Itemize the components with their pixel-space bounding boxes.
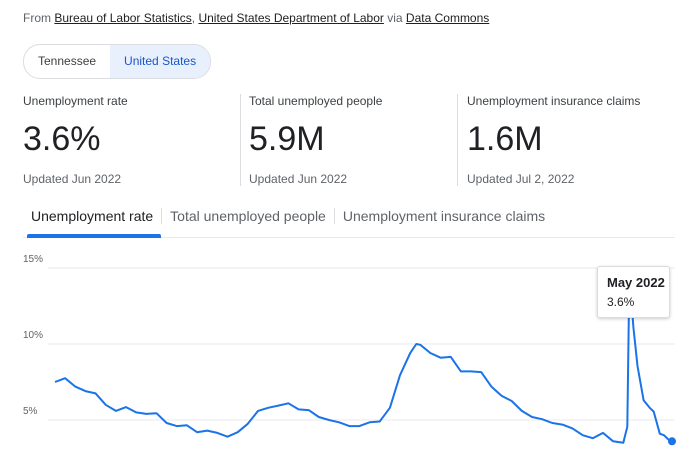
chart-y-ticks: 15% 10% 5% (23, 254, 43, 417)
chart-gridlines (48, 267, 675, 421)
region-option-united-states[interactable]: United States (110, 45, 211, 78)
tooltip-date: May 2022 (607, 275, 665, 290)
tab-unemployment-rate[interactable]: Unemployment rate (23, 195, 162, 238)
source-link-datacommons[interactable]: Data Commons (405, 11, 490, 25)
tab-divider (333, 208, 335, 224)
y-tick-label: 10% (23, 330, 43, 341)
source-via: via (387, 11, 403, 25)
source-attribution: From Bureau of Labor Statistics, United … (23, 11, 489, 25)
stat-value: 5.9M (249, 120, 325, 158)
stat-label: Total unemployed people (249, 94, 383, 108)
source-separator: , (191, 11, 196, 25)
y-tick-label: 5% (23, 406, 38, 417)
highlight-point (668, 437, 676, 446)
stat-updated: Updated Jun 2022 (23, 172, 122, 186)
stat-total-unemployed: Total unemployed people 5.9M Updated Jun… (240, 94, 464, 186)
stat-updated: Updated Jun 2022 (249, 172, 348, 186)
tab-divider (161, 208, 163, 224)
tab-total-unemployed[interactable]: Total unemployed people (170, 208, 326, 224)
stat-unemployment-rate: Unemployment rate 3.6% Updated Jun 2022 (23, 94, 238, 186)
unemployment-line-chart[interactable]: 15% 10% 5% (0, 240, 690, 458)
source-link-dol[interactable]: United States Department of Labor (198, 11, 384, 25)
stat-label: Unemployment rate (23, 94, 128, 108)
y-tick-label: 15% (23, 254, 43, 265)
stat-insurance-claims: Unemployment insurance claims 1.6M Updat… (457, 94, 687, 186)
chart-tooltip: May 2022 3.6% (597, 266, 670, 318)
metric-tabs: Unemployment rate Total unemployed peopl… (23, 195, 675, 238)
stat-label: Unemployment insurance claims (467, 94, 641, 108)
stat-value: 1.6M (467, 120, 543, 158)
source-prefix: From (23, 11, 51, 25)
region-toggle: Tennessee United States (23, 44, 212, 79)
tab-insurance-claims[interactable]: Unemployment insurance claims (342, 208, 546, 224)
stat-value: 3.6% (23, 120, 101, 158)
region-option-tennessee[interactable]: Tennessee (38, 54, 97, 68)
stat-updated: Updated Jul 2, 2022 (467, 172, 575, 186)
source-link-bls[interactable]: Bureau of Labor Statistics (54, 11, 192, 25)
tooltip-value: 3.6% (607, 295, 635, 309)
series-line-unemployment-rate (54, 273, 673, 444)
